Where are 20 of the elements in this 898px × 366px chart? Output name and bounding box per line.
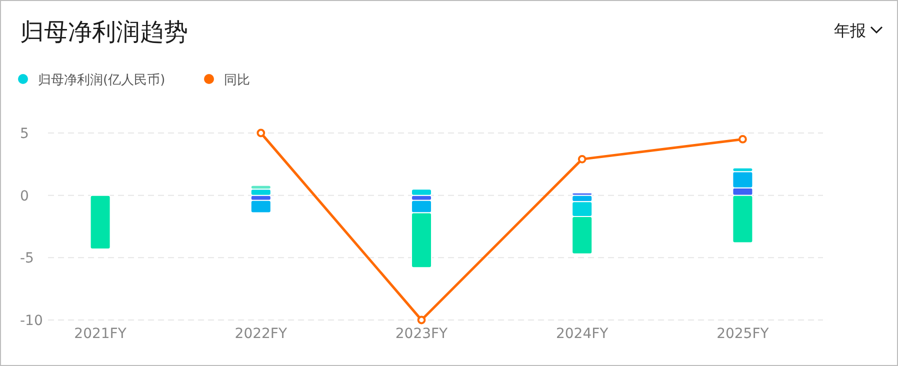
bar <box>90 194 111 250</box>
y-tick-label: -10 <box>20 313 43 329</box>
bar <box>250 200 272 214</box>
point <box>738 135 747 144</box>
bar <box>411 188 432 196</box>
text: 年报 <box>834 21 866 40</box>
point <box>256 128 266 138</box>
point <box>578 154 586 164</box>
chart-title: 归母净利润趋势 <box>20 18 188 46</box>
y-tick-label: 5 <box>20 126 29 142</box>
x-tick-label: 2022FY <box>234 326 288 342</box>
y-tick-label: -5 <box>20 250 34 267</box>
legend-label: 归母净利润(亿人民币) <box>38 73 166 88</box>
x-tick-label: 2023FY <box>395 326 448 342</box>
point <box>417 316 426 324</box>
y-tick-label: 0 <box>20 188 29 204</box>
x-tick-label: 2021FY <box>74 326 127 342</box>
legend-label: 同比 <box>224 73 250 88</box>
x-tick-label: 2025FY <box>716 326 770 342</box>
x-tick-label: 2024FY <box>556 326 609 342</box>
